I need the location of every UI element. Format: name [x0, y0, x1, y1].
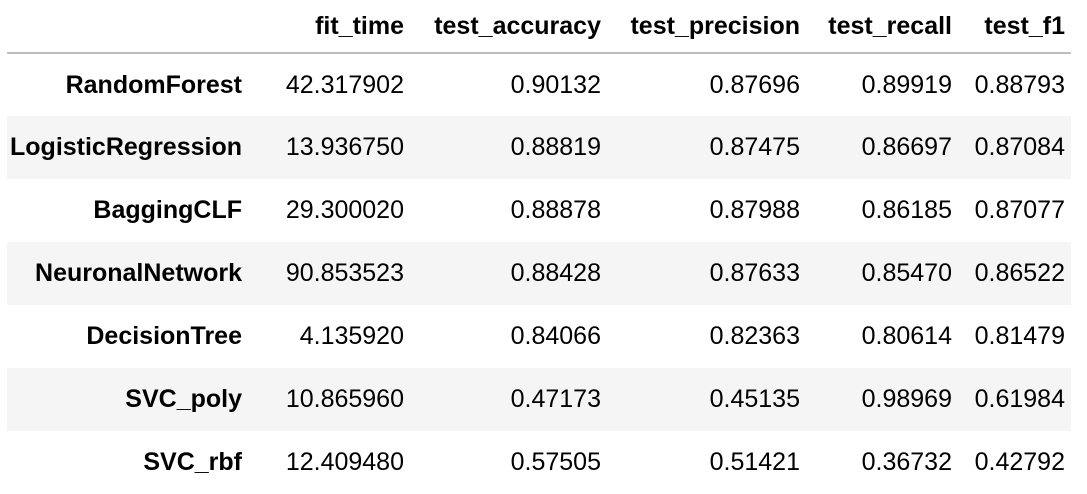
cell-test-precision: 0.87696 — [709, 70, 800, 99]
cell-test-f1: 0.87077 — [974, 196, 1065, 224]
cell-test-f1: 0.88793 — [974, 70, 1065, 99]
cell-fit-time: 10.865960 — [285, 385, 404, 413]
cell-test-accuracy: 0.88819 — [510, 133, 601, 161]
cell-fit-time: 90.853523 — [285, 259, 404, 287]
column-header-test-precision: test_precision — [607, 0, 806, 54]
row-label: NeuronalNetwork — [35, 259, 242, 287]
cell-fit-time: 4.135920 — [299, 322, 404, 350]
cell-test-recall: 0.85470 — [861, 259, 952, 287]
cell-fit-time: 29.300020 — [285, 196, 404, 224]
cell-test-precision: 0.45135 — [709, 385, 800, 413]
row-label: SVC_rbf — [143, 448, 242, 476]
header-row: fit_time test_accuracy test_precision te… — [7, 0, 1071, 54]
cell-test-accuracy: 0.57505 — [510, 448, 601, 476]
column-header-fit-time: fit_time — [262, 0, 410, 54]
cell-test-precision: 0.87633 — [709, 259, 800, 287]
cell-fit-time: 42.317902 — [285, 70, 404, 99]
row-label: SVC_poly — [125, 385, 242, 413]
row-label: LogisticRegression — [10, 133, 242, 161]
cell-test-recall: 0.86697 — [861, 133, 952, 161]
cell-test-precision: 0.87988 — [709, 196, 800, 224]
cell-test-accuracy: 0.88428 — [510, 259, 601, 287]
cell-test-recall: 0.80614 — [861, 322, 952, 350]
cell-fit-time: 12.409480 — [285, 448, 404, 476]
row-label: BaggingCLF — [93, 196, 242, 224]
cell-test-recall: 0.89919 — [861, 70, 952, 99]
cell-test-f1: 0.86522 — [974, 259, 1065, 287]
cell-test-accuracy: 0.90132 — [510, 70, 601, 99]
table-row: DecisionTree 4.135920 0.84066 0.82363 0.… — [7, 305, 1071, 368]
cell-test-accuracy: 0.84066 — [510, 322, 601, 350]
cell-test-recall: 0.86185 — [861, 196, 952, 224]
table-row: LogisticRegression 13.936750 0.88819 0.8… — [7, 116, 1071, 179]
results-table: fit_time test_accuracy test_precision te… — [7, 0, 1071, 494]
table-row: BaggingCLF 29.300020 0.88878 0.87988 0.8… — [7, 179, 1071, 242]
table-row: SVC_rbf 12.409480 0.57505 0.51421 0.3673… — [7, 431, 1071, 494]
cell-test-f1: 0.87084 — [974, 133, 1065, 161]
index-header — [7, 0, 262, 54]
table-row: RandomForest 42.317902 0.90132 0.87696 0… — [7, 53, 1071, 116]
table-row: NeuronalNetwork 90.853523 0.88428 0.8763… — [7, 242, 1071, 305]
cell-test-precision: 0.87475 — [709, 133, 800, 161]
cell-test-f1: 0.81479 — [974, 322, 1065, 350]
cell-test-f1: 0.42792 — [974, 448, 1065, 476]
table-header: fit_time test_accuracy test_precision te… — [7, 0, 1071, 54]
cell-test-accuracy: 0.88878 — [510, 196, 601, 224]
cell-test-recall: 0.36732 — [861, 448, 952, 476]
row-label: RandomForest — [65, 70, 242, 99]
cell-fit-time: 13.936750 — [285, 133, 404, 161]
table-body: RandomForest 42.317902 0.90132 0.87696 0… — [7, 53, 1071, 494]
cell-test-precision: 0.51421 — [709, 448, 800, 476]
cell-test-precision: 0.82363 — [709, 322, 800, 350]
cell-test-accuracy: 0.47173 — [510, 385, 601, 413]
table-row: SVC_poly 10.865960 0.47173 0.45135 0.989… — [7, 368, 1071, 431]
cell-test-f1: 0.61984 — [974, 385, 1065, 413]
row-label: DecisionTree — [86, 322, 242, 350]
column-header-test-accuracy: test_accuracy — [410, 0, 607, 54]
column-header-test-f1: test_f1 — [958, 0, 1071, 54]
cell-test-recall: 0.98969 — [861, 385, 952, 413]
column-header-test-recall: test_recall — [806, 0, 958, 54]
